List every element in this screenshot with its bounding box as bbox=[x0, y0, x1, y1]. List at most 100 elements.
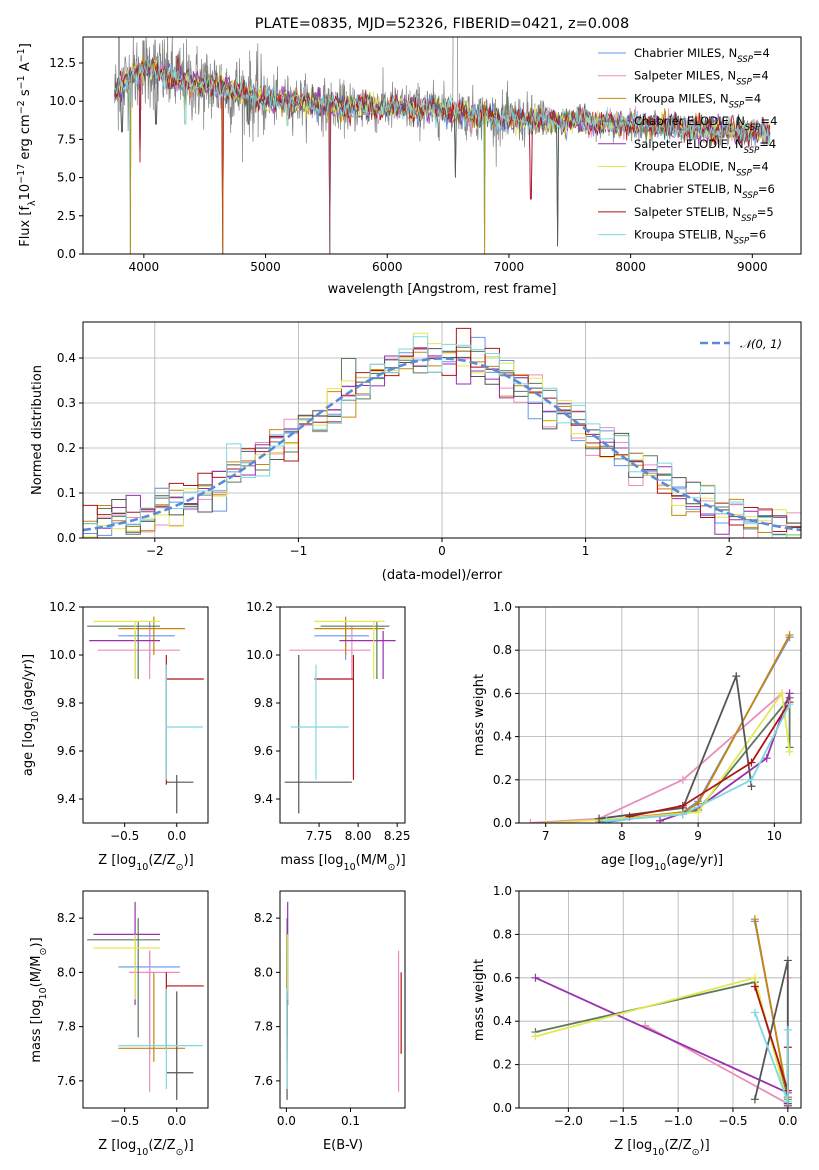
y-tick-label: 7.8 bbox=[254, 1020, 273, 1034]
histograms bbox=[83, 327, 801, 538]
weight-point bbox=[785, 700, 794, 709]
x-axis-label: Z [log10(Z/Z⊙)] bbox=[98, 853, 193, 873]
weight-line-salpeter-stelib bbox=[629, 701, 791, 818]
x-tick-label: −0.5 bbox=[110, 1114, 139, 1128]
y-axis-label-part: 10 bbox=[18, 184, 33, 201]
legend-entry: Chabrier STELIB, NSSP=6 bbox=[634, 182, 775, 201]
x-tick-label: 6000 bbox=[372, 260, 403, 274]
weight-line-salpeter-elodie bbox=[659, 693, 791, 822]
histogram-kroupa-stelib bbox=[83, 336, 801, 538]
x-tick-label: 10 bbox=[767, 829, 782, 843]
axes-mass-vs-Z: −0.5 0.07.67.88.08.2Z [log10(Z/Z⊙)]mass [… bbox=[29, 890, 209, 1158]
legend-eq: = bbox=[757, 205, 767, 219]
weight-line-salpeter-miles bbox=[644, 977, 789, 1106]
legend-nssp: N bbox=[729, 46, 738, 60]
gaussian-curve bbox=[83, 357, 801, 532]
x-axis-label-part: mass [log bbox=[280, 853, 343, 868]
errorbars bbox=[284, 616, 396, 814]
legend-nssp-sub: SSP bbox=[736, 169, 752, 179]
x-axis-label-part: 10 bbox=[654, 862, 666, 873]
y-tick-label: 0.4 bbox=[57, 351, 76, 365]
y-axis-label-part: 10 bbox=[30, 711, 41, 723]
x-tick-label: 9 bbox=[694, 829, 702, 843]
weight-point bbox=[747, 775, 756, 784]
weight-point bbox=[694, 808, 703, 817]
y-axis-label-part: 10 bbox=[38, 987, 49, 999]
legend-eq: = bbox=[749, 228, 759, 242]
x-tick-label: 8.25 bbox=[384, 829, 411, 843]
y-axis-label: Normed distribution bbox=[30, 365, 45, 495]
y-tick-label: 1.0 bbox=[493, 884, 512, 898]
x-axis-label-part: ⊙ bbox=[176, 862, 184, 873]
weight-point bbox=[783, 956, 792, 965]
x-tick-label: −1 bbox=[290, 544, 308, 558]
errorbars bbox=[87, 616, 204, 814]
weight-point bbox=[750, 915, 759, 924]
y-tick-label: 7.8 bbox=[57, 1020, 76, 1034]
weight-line-salpeter-miles bbox=[530, 692, 783, 823]
y-tick-label: 0.3 bbox=[57, 396, 76, 410]
legend-name: Salpeter MILES bbox=[634, 69, 720, 83]
y-tick-label: 2.5 bbox=[57, 209, 76, 223]
weight-point bbox=[531, 973, 540, 982]
x-tick-label: 7 bbox=[542, 829, 550, 843]
weight-point bbox=[678, 810, 687, 819]
legend-nssp: N bbox=[736, 114, 745, 128]
legend-sep: , bbox=[713, 91, 720, 105]
legend-name: Chabrier ELODIE bbox=[634, 114, 729, 128]
legend-eq: = bbox=[758, 182, 768, 196]
x-tick-label: 1 bbox=[582, 544, 590, 558]
model-spectrum-salpeter-stelib bbox=[114, 54, 771, 254]
weight-point bbox=[750, 1008, 759, 1017]
y-tick-label: 0.6 bbox=[493, 686, 512, 700]
y-axis-label-part: mass [log bbox=[29, 999, 44, 1062]
weight-point bbox=[750, 973, 759, 982]
legend-nssp-value: 4 bbox=[763, 46, 770, 60]
y-axis-label-part: s bbox=[18, 89, 33, 100]
x-tick-label: −0.5 bbox=[718, 1114, 747, 1128]
y-tick-label: 9.8 bbox=[254, 696, 273, 710]
y-axis-label-part: age [log bbox=[21, 723, 36, 776]
weight-point bbox=[783, 1097, 792, 1106]
y-axis-label-part: −1 bbox=[16, 75, 27, 89]
x-axis-label-part: 10 bbox=[652, 1147, 664, 1158]
y-tick-label: 0.4 bbox=[493, 1014, 512, 1028]
weight-line-chabrier-elodie bbox=[535, 981, 789, 1100]
x-tick-label: −2.0 bbox=[554, 1114, 583, 1128]
x-tick-label: 0.0 bbox=[167, 1114, 186, 1128]
x-axis-label-part: Z [log bbox=[614, 1138, 652, 1153]
legend-nssp-sub: SSP bbox=[729, 100, 745, 110]
y-tick-label: 9.4 bbox=[254, 792, 273, 806]
y-tick-label: 10.2 bbox=[246, 600, 273, 614]
weight-lines bbox=[531, 915, 792, 1108]
weight-line-kroupa-stelib bbox=[606, 703, 791, 822]
legend-entry: Chabrier MILES, NSSP=4 bbox=[634, 46, 770, 65]
legend-nssp: N bbox=[732, 205, 741, 219]
legend-nssp: N bbox=[735, 137, 744, 151]
weight-point bbox=[762, 754, 771, 763]
spectrum-lines bbox=[114, 37, 771, 254]
legend-entry: Salpeter STELIB, NSSP=5 bbox=[634, 205, 774, 224]
y-axis-label-part: ] bbox=[18, 43, 33, 48]
x-tick-label: 7.75 bbox=[306, 829, 333, 843]
x-axis-label: age [log10(age/yr)] bbox=[601, 853, 723, 873]
weight-point bbox=[602, 816, 611, 823]
x-tick-label: 0.0 bbox=[277, 1114, 296, 1128]
chart-title: PLATE=0835, MJD=52326, FIBERID=0421, z=0… bbox=[255, 16, 629, 32]
x-axis-label-part: )] bbox=[700, 1138, 710, 1153]
y-tick-label: 0.2 bbox=[57, 441, 76, 455]
weight-point bbox=[783, 1025, 792, 1034]
y-tick-label: 9.4 bbox=[57, 792, 76, 806]
y-axis-label-part: ⊙ bbox=[38, 948, 49, 956]
y-axis-label-part: Flux [f bbox=[18, 206, 33, 247]
legend-name: Salpeter STELIB bbox=[634, 205, 725, 219]
y-axis-label: mass weight bbox=[472, 674, 487, 756]
legend-name: Kroupa STELIB bbox=[634, 228, 718, 242]
x-axis-label-part: )] bbox=[396, 853, 406, 868]
x-axis-label-part: Z [log bbox=[98, 1138, 136, 1153]
legend-nssp-sub: SSP bbox=[742, 191, 758, 201]
axes-residuals: −2 −1 0 1 2 0.0 0.1 0.2 0.3 0.4 𝒩(0, 1) (data-model… bbox=[30, 321, 802, 583]
y-tick-label: 5.0 bbox=[57, 171, 76, 185]
legend-nssp-value: 6 bbox=[768, 182, 775, 196]
